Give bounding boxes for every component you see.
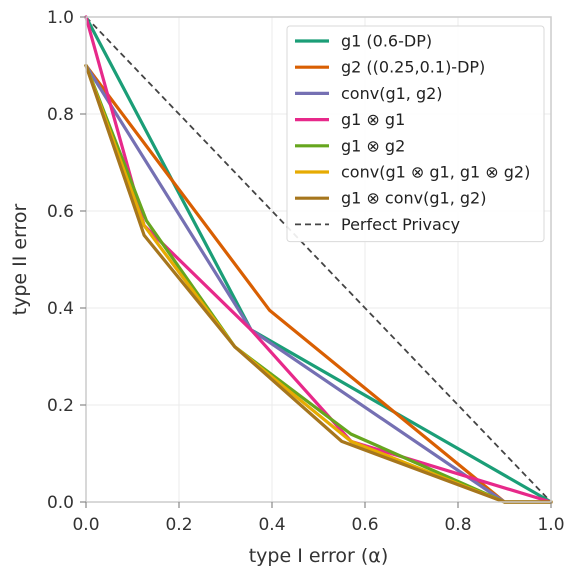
series-line-3 (84, 15, 553, 504)
legend-entry: g1 ⊗ conv(g1, g2) (341, 189, 486, 208)
x-tick-label: 0.4 (258, 515, 285, 535)
x-tick-label: 0.6 (351, 515, 378, 535)
y-tick-label: 0.0 (47, 493, 74, 513)
series-line-7 (85, 16, 552, 503)
x-tick-label: 1.0 (537, 515, 564, 535)
legend: g1 (0.6-DP) g2 ((0.25,0.1)-DP) conv(g1, g2… (286, 25, 545, 243)
legend-entry: conv(g1 ⊗ g1, g1 ⊗ g2) (341, 163, 530, 182)
plot-frame (85, 16, 552, 503)
y-axis-label: type II error (9, 203, 31, 315)
legend-entry: Perfect Privacy (341, 215, 460, 234)
legend-entry: g1 ⊗ g1 (341, 110, 405, 129)
x-axis-label: type I error (α) (249, 545, 389, 567)
y-tick-label: 0.8 (47, 105, 74, 125)
legend-entry: g1 (0.6-DP) (341, 32, 432, 51)
legend-entry: g2 ((0.25,0.1)-DP) (341, 58, 485, 77)
ticks: 0.0 0.2 0.4 0.6 0.8 1.0 0.0 0.2 0.4 0.6 0.8 1.0 (47, 8, 565, 535)
legend-entry: conv(g1, g2) (341, 84, 443, 103)
legend-entry: g1 ⊗ g2 (341, 136, 405, 155)
x-tick-label: 0.8 (444, 515, 471, 535)
legend-box (286, 25, 545, 243)
y-tick-label: 0.4 (47, 299, 74, 319)
y-tick-label: 1.0 (47, 8, 74, 28)
x-tick-label: 0.2 (165, 515, 192, 535)
y-tick-label: 0.2 (47, 396, 74, 416)
y-tick-label: 0.6 (47, 202, 74, 222)
x-tick-label: 0.0 (72, 515, 99, 535)
